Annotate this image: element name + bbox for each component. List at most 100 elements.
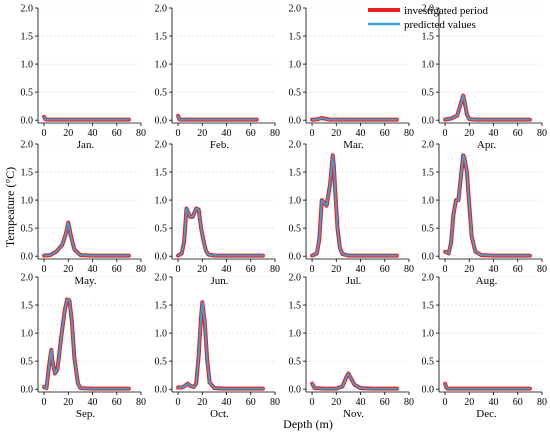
series-predicted-apr	[444, 94, 531, 121]
y-tick-label: 1.5	[21, 168, 34, 179]
series-predicted-oct	[177, 301, 264, 390]
y-tick-label: 0.5	[422, 357, 435, 368]
series-investigated-aug	[443, 153, 532, 258]
y-tick-label: 1.5	[289, 301, 302, 312]
y-tick-label: 1.0	[422, 196, 435, 207]
series-investigated-oct	[176, 300, 265, 391]
series-investigated-sep	[42, 297, 131, 391]
x-tick-label: 80	[537, 128, 547, 139]
y-tick-label: 0.5	[422, 88, 435, 99]
x-tick-label: 40	[489, 264, 499, 275]
y-tick-label: 0.5	[155, 357, 168, 368]
legend-label-predicted: predicted values	[404, 19, 476, 31]
panels-layer: 0.0 0.5 1.0 1.5 2.0 0 20 40 60 80 Jan. 0.0 0.5 1.0 1.5…	[21, 4, 548, 421]
y-tick-label: 0.0	[21, 385, 34, 396]
x-axis-label: Depth (m)	[283, 417, 333, 431]
y-tick-label: 0.0	[422, 252, 435, 263]
x-tick-label: 40	[88, 264, 98, 275]
legend: investigated period predicted values	[368, 5, 489, 31]
series-predicted-jun	[177, 207, 264, 257]
x-tick-label: 0	[42, 397, 47, 408]
y-tick-label: 0.0	[289, 116, 302, 127]
y-tick-label: 0.5	[155, 224, 168, 235]
y-tick-label: 1.5	[21, 32, 34, 43]
x-tick-label: 0	[42, 264, 47, 275]
y-tick-label: 1.0	[155, 329, 168, 340]
panel-apr: 0.0 0.5 1.0 1.5 2.0 0 20 40 60 80 Apr.	[422, 4, 548, 152]
y-tick-label: 1.5	[422, 301, 435, 312]
y-tick-label: 1.0	[155, 60, 168, 71]
series-predicted-may	[43, 221, 130, 257]
y-tick-label: 0.5	[155, 88, 168, 99]
y-tick-label: 2.0	[21, 273, 34, 284]
x-tick-label: 0	[443, 264, 448, 275]
x-tick-label: 80	[136, 264, 146, 275]
series-predicted-mar	[311, 117, 398, 121]
x-tick-label: 40	[88, 128, 98, 139]
y-tick-label: 2.0	[289, 273, 302, 284]
x-tick-label: 60	[246, 264, 256, 275]
y-tick-label: 1.5	[422, 32, 435, 43]
y-tick-label: 2.0	[155, 4, 168, 15]
panel-oct: 0.0 0.5 1.0 1.5 2.0 0 20 40 60 80 Oct.	[155, 273, 281, 421]
y-tick-label: 0.0	[155, 116, 168, 127]
x-tick-label: 60	[513, 264, 523, 275]
y-tick-label: 2.0	[155, 273, 168, 284]
y-tick-label: 2.0	[422, 273, 435, 284]
x-tick-label: 60	[112, 264, 122, 275]
series-investigated-jul	[310, 153, 399, 258]
x-tick-label: 40	[222, 128, 232, 139]
x-tick-label: 80	[270, 128, 280, 139]
series-predicted-dec	[444, 382, 531, 390]
month-label-aug: Aug.	[476, 275, 498, 287]
y-tick-label: 1.0	[289, 196, 302, 207]
x-tick-label: 60	[380, 264, 390, 275]
x-tick-label: 20	[197, 397, 207, 408]
x-tick-label: 20	[331, 397, 341, 408]
x-tick-label: 40	[489, 128, 499, 139]
panel-feb: 0.0 0.5 1.0 1.5 2.0 0 20 40 60 80 Feb.	[155, 4, 281, 152]
series-investigated-nov	[310, 371, 399, 391]
x-tick-label: 0	[310, 128, 315, 139]
month-label-oct: Oct.	[210, 408, 229, 420]
x-tick-label: 20	[331, 128, 341, 139]
series-predicted-sep	[43, 298, 130, 390]
y-tick-label: 2.0	[422, 4, 435, 15]
x-tick-label: 0	[310, 264, 315, 275]
x-tick-label: 60	[112, 397, 122, 408]
x-tick-label: 20	[63, 264, 73, 275]
y-tick-label: 2.0	[155, 140, 168, 151]
x-tick-label: 20	[331, 264, 341, 275]
y-tick-label: 1.5	[289, 168, 302, 179]
y-tick-label: 0.0	[289, 385, 302, 396]
series-predicted-nov	[311, 372, 398, 390]
y-tick-label: 1.5	[155, 32, 168, 43]
x-tick-label: 80	[404, 397, 414, 408]
y-axis-label: Tempeature (°C)	[3, 167, 17, 247]
month-label-jan: Jan.	[77, 139, 95, 151]
y-tick-label: 1.0	[422, 60, 435, 71]
y-tick-label: 0.5	[289, 357, 302, 368]
x-tick-label: 20	[197, 264, 207, 275]
y-tick-label: 1.0	[422, 329, 435, 340]
y-tick-label: 1.5	[155, 301, 168, 312]
panel-mar: 0.0 0.5 1.0 1.5 2.0 0 20 40 60 80 Mar.	[289, 4, 415, 152]
x-tick-label: 80	[270, 397, 280, 408]
series-predicted-feb	[177, 114, 258, 121]
y-tick-label: 0.0	[422, 385, 435, 396]
month-label-dec: Dec.	[476, 408, 497, 420]
x-tick-label: 0	[310, 397, 315, 408]
y-tick-label: 2.0	[422, 140, 435, 151]
month-label-feb: Feb.	[210, 139, 230, 151]
x-tick-label: 60	[380, 397, 390, 408]
x-tick-label: 60	[380, 128, 390, 139]
month-label-mar: Mar.	[343, 139, 364, 151]
x-tick-label: 80	[404, 128, 414, 139]
x-tick-label: 40	[222, 264, 232, 275]
panel-jan: 0.0 0.5 1.0 1.5 2.0 0 20 40 60 80 Jan.	[21, 4, 147, 152]
y-tick-label: 0.5	[21, 224, 34, 235]
x-tick-label: 80	[537, 397, 547, 408]
y-tick-label: 0.0	[155, 252, 168, 263]
x-tick-label: 60	[513, 128, 523, 139]
x-tick-label: 60	[513, 397, 523, 408]
